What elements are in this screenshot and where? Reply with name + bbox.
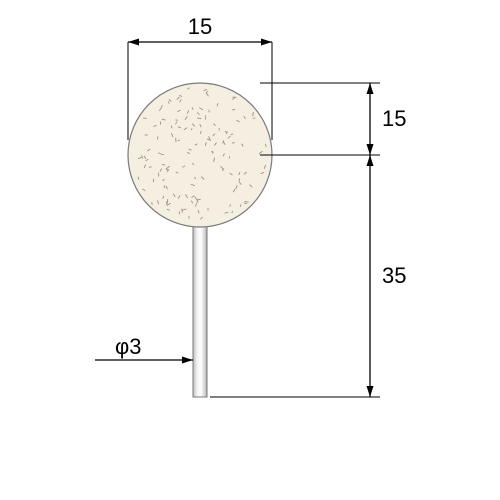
technical-drawing: 15 15 35 φ3 <box>0 0 500 500</box>
dimension-shaft-diameter <box>95 357 193 364</box>
label-ball-height: 15 <box>382 106 406 131</box>
label-top-width: 15 <box>188 14 212 39</box>
label-shaft-length: 35 <box>382 263 406 288</box>
grinding-ball <box>128 83 272 227</box>
shaft <box>193 225 207 397</box>
dimension-ball-height <box>260 83 380 155</box>
label-shaft-dia: φ3 <box>115 334 142 359</box>
